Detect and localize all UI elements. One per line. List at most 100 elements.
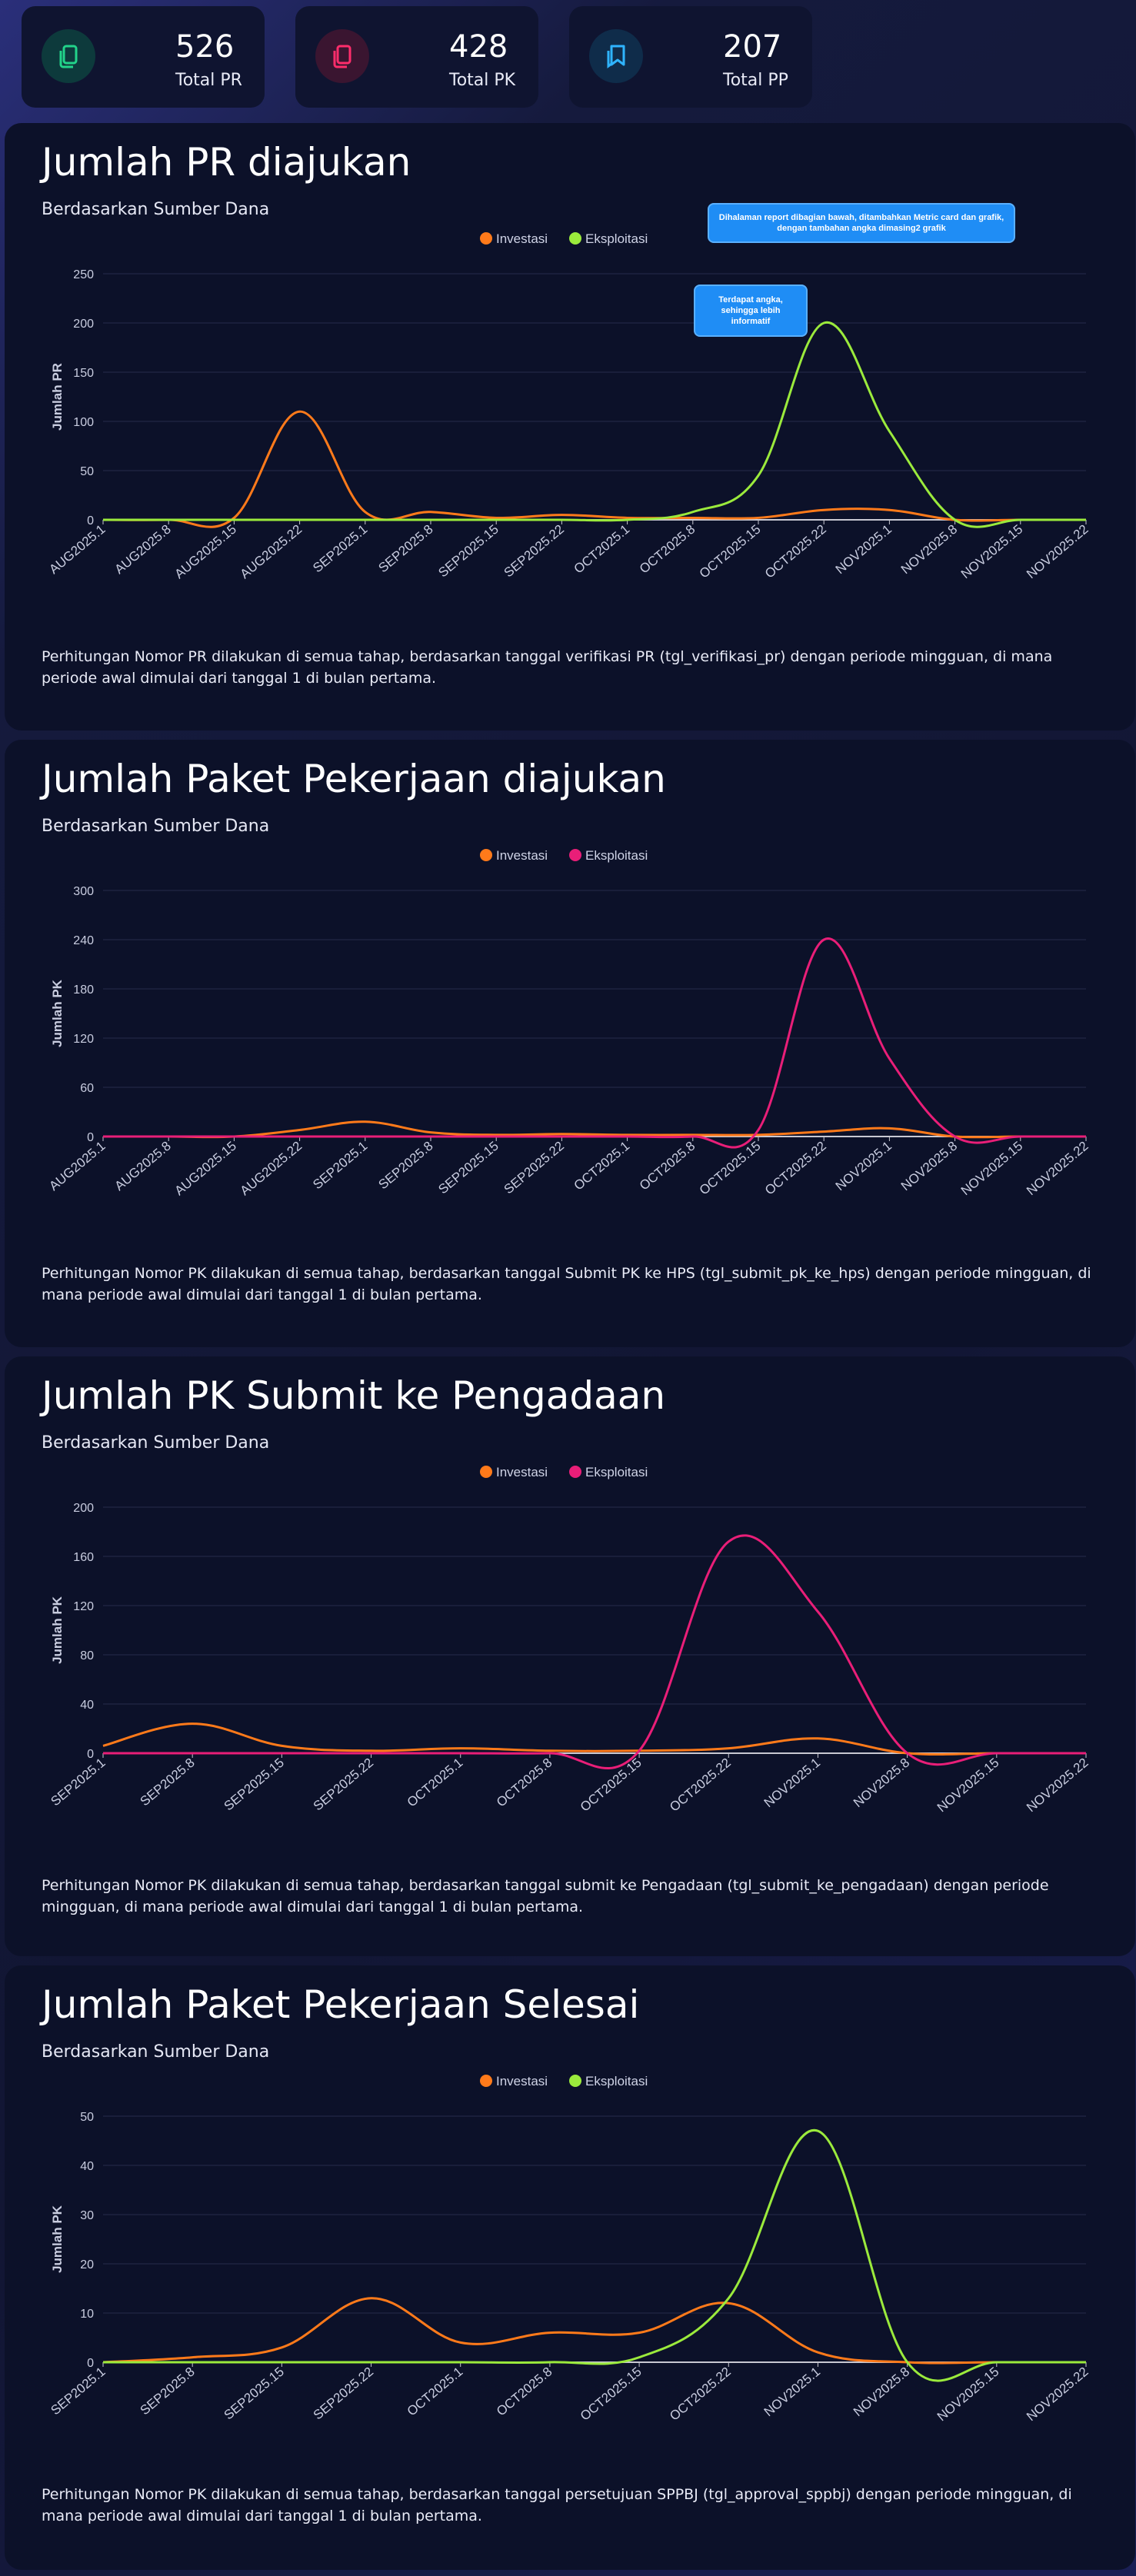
x-tick-label: OCT2025.1 [571, 522, 633, 577]
y-tick-label: 0 [87, 2357, 94, 2370]
x-tick-label: SEP2025.15 [222, 2365, 287, 2423]
x-tick-label: AUG2025.15 [172, 1139, 239, 1199]
x-tick-label: OCT2025.15 [578, 2365, 645, 2424]
x-tick-label: OCT2025.1 [405, 1756, 466, 1810]
x-tick-label: NOV2025.8 [898, 1139, 960, 1194]
y-axis-title: Jumlah PR [50, 363, 65, 431]
x-tick-label: NOV2025.1 [833, 522, 894, 577]
x-tick-label: NOV2025.15 [934, 2365, 1002, 2425]
series-line-investasi[interactable] [102, 2297, 1086, 2365]
chart-card-submit-pengadaan: Jumlah PK Submit ke Pengadaan Berdasarka… [5, 1356, 1135, 1956]
legend-marker[interactable] [480, 1466, 492, 1478]
legend-marker[interactable] [480, 232, 492, 245]
annotation-callout: Terdapat angka, sehingga lebih informati… [694, 285, 808, 337]
x-tick-label: NOV2025.22 [1024, 1139, 1091, 1199]
card-title: Jumlah Paket Pekerjaan diajukan [42, 757, 666, 801]
x-tick-label: OCT2025.8 [637, 522, 698, 577]
series-line-eksploitasi[interactable] [102, 1534, 1086, 1769]
metric-value: 207 [723, 29, 782, 65]
y-tick-label: 40 [80, 2160, 94, 2173]
legend-label[interactable]: Eksploitasi [585, 231, 648, 246]
series-line-investasi[interactable] [102, 1722, 1086, 1756]
legend-marker[interactable] [569, 849, 581, 861]
x-tick-label: SEP2025.22 [311, 1756, 376, 1814]
card-subtitle: Berdasarkan Sumber Dana [42, 2042, 270, 2062]
series-line-eksploitasi[interactable] [102, 321, 1086, 528]
x-tick-label: OCT2025.1 [405, 2365, 466, 2419]
legend-marker[interactable] [480, 2075, 492, 2087]
x-tick-label: OCT2025.8 [494, 2365, 555, 2419]
x-tick-label: NOV2025.22 [1024, 2365, 1091, 2425]
chart-card-paket-selesai: Jumlah Paket Pekerjaan Selesai Berdasark… [5, 1965, 1135, 2570]
x-tick-label: OCT2025.1 [571, 1139, 633, 1193]
x-tick-label: SEP2025.15 [435, 1139, 501, 1197]
chart-card-pr-diajukan: Jumlah PR diajukan Berdasarkan Sumber Da… [5, 123, 1135, 731]
x-tick-label: OCT2025.22 [762, 522, 829, 581]
y-tick-label: 50 [80, 465, 94, 478]
y-tick-label: 200 [73, 318, 94, 331]
legend-label[interactable]: Investasi [496, 1465, 548, 1479]
card-subtitle: Berdasarkan Sumber Dana [42, 1433, 270, 1453]
x-tick-label: SEP2025.1 [48, 1756, 108, 1809]
y-tick-label: 40 [80, 1699, 94, 1712]
y-tick-label: 180 [73, 983, 94, 997]
metric-value: 428 [449, 29, 508, 65]
legend-label[interactable]: Eksploitasi [585, 1465, 648, 1479]
x-tick-label: SEP2025.22 [501, 1139, 567, 1197]
y-tick-label: 160 [73, 1551, 94, 1564]
legend-marker[interactable] [569, 2075, 581, 2087]
x-tick-label: SEP2025.15 [222, 1756, 287, 1814]
legend-label[interactable]: Investasi [496, 848, 548, 863]
metric-label: Total PR [175, 71, 242, 90]
y-axis-title: Jumlah PK [50, 1596, 65, 1664]
y-tick-label: 100 [73, 416, 94, 429]
metric-card-pk: 428 Total PK [295, 6, 538, 108]
x-tick-label: AUG2025.8 [112, 1139, 173, 1194]
x-tick-label: SEP2025.1 [48, 2365, 108, 2418]
x-tick-label: SEP2025.1 [310, 522, 370, 576]
bookmark-copy-icon [589, 29, 643, 83]
legend-label[interactable]: Eksploitasi [585, 2074, 648, 2088]
legend-label[interactable]: Investasi [496, 231, 548, 246]
x-tick-label: NOV2025.1 [761, 2365, 823, 2420]
metric-card-pr: 526 Total PR [22, 6, 265, 108]
y-tick-label: 0 [87, 1131, 94, 1144]
legend-marker[interactable] [569, 232, 581, 245]
y-axis-title: Jumlah PK [50, 2205, 65, 2273]
x-tick-label: AUG2025.1 [46, 522, 108, 577]
legend-marker[interactable] [480, 849, 492, 861]
x-tick-label: OCT2025.22 [667, 2365, 734, 2424]
card-footnote: Perhitungan Nomor PR dilakukan di semua … [42, 648, 1053, 687]
y-tick-label: 60 [80, 1082, 94, 1095]
x-tick-label: OCT2025.8 [637, 1139, 698, 1193]
y-tick-label: 20 [80, 2258, 94, 2271]
y-tick-label: 0 [87, 514, 94, 528]
card-footnote: Perhitungan Nomor PK dilakukan di semua … [42, 2486, 1072, 2524]
legend-label[interactable]: Eksploitasi [585, 848, 648, 863]
document-copy-icon [315, 29, 369, 83]
metric-label: Total PK [449, 71, 516, 90]
x-tick-label: SEP2025.22 [501, 522, 567, 581]
y-tick-label: 120 [73, 1033, 94, 1046]
y-tick-label: 300 [73, 885, 94, 898]
x-tick-label: AUG2025.15 [172, 522, 239, 582]
x-tick-label: NOV2025.15 [958, 522, 1026, 582]
series-line-investasi[interactable] [102, 410, 1086, 528]
y-tick-label: 80 [80, 1649, 94, 1662]
y-tick-label: 30 [80, 2209, 94, 2222]
x-tick-label: AUG2025.1 [46, 1139, 108, 1194]
series-line-investasi[interactable] [102, 1120, 1086, 1139]
series-line-eksploitasi[interactable] [102, 937, 1086, 1149]
x-tick-label: AUG2025.8 [112, 522, 173, 577]
legend-marker[interactable] [569, 1466, 581, 1478]
line-chart-pk-pengadaan: Investasi Eksploitasi 0 40 80 120 160 200 Jumlah… [48, 1465, 1091, 1815]
metric-value: 526 [175, 29, 235, 65]
x-tick-label: AUG2025.22 [238, 522, 305, 582]
series-line-eksploitasi[interactable] [102, 2128, 1086, 2382]
legend-label[interactable]: Investasi [496, 2074, 548, 2088]
line-chart-pk-selesai: Investasi Eksploitasi 0 10 20 30 40 50 Jumlah PK… [48, 2074, 1091, 2425]
y-tick-label: 240 [73, 934, 94, 947]
x-tick-label: NOV2025.1 [833, 1139, 894, 1194]
card-title: Jumlah PR diajukan [42, 140, 411, 185]
document-copy-icon [42, 29, 95, 83]
